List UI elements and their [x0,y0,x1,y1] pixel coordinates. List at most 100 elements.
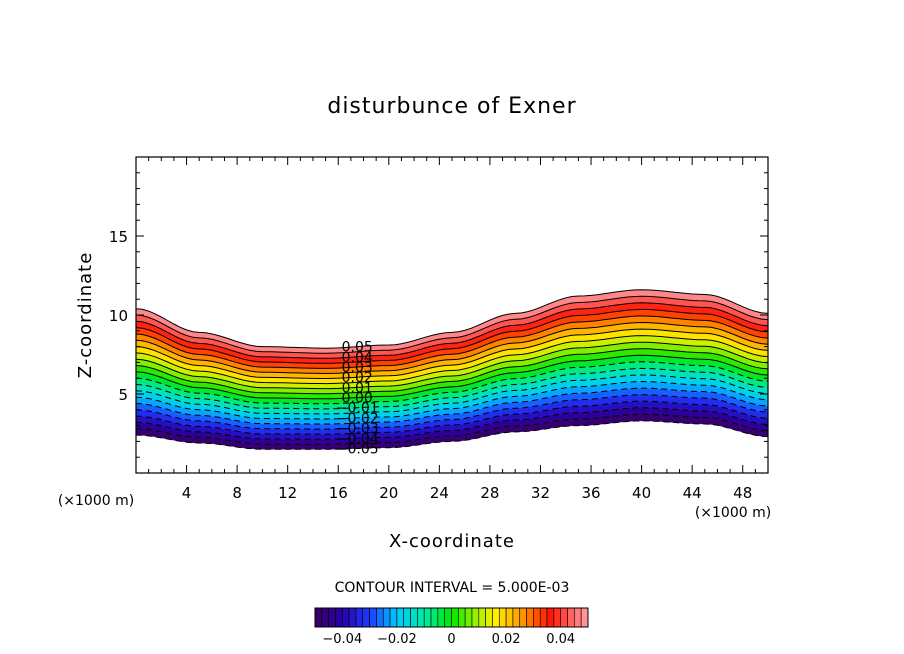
colorbar-cell [451,607,459,628]
contour-line [135,394,769,430]
y-tick-label: 5 [118,386,128,404]
contour-label: 0.00 [342,391,373,407]
contour-line [135,400,769,435]
colorbar-cell [417,607,425,628]
contour-line [135,380,769,420]
contour-labels: 0.050.040.030.020.010.00−0.01−0.02−0.03−… [336,340,379,458]
contour-line [135,348,769,395]
colorbar-cell [464,607,473,628]
colorbar-cell [348,607,357,628]
contour-line [135,302,769,359]
x-tick-label: 40 [632,484,651,502]
colorbar-cell [546,607,555,628]
colorbar-cell [423,607,432,628]
colorbar-cell [341,607,350,628]
contour-label: −0.02 [336,411,379,427]
colorbar-cell [376,607,384,628]
colorbar-cell [382,607,391,628]
colorbar-cell [512,607,521,628]
colorbar-cell [321,607,329,628]
contour-interval-text: CONTOUR INTERVAL = 5.000E-03 [335,580,570,596]
contour-label: 0.05 [342,340,373,356]
colorbar-frame [314,607,589,628]
x-tick-label: 16 [329,484,348,502]
colorbar-cell [580,607,589,628]
contour-label: 0.01 [342,380,373,396]
colorbar-cell [430,607,439,628]
colorbar-tick-label: 0.02 [492,632,521,647]
contour-label: −0.05 [336,442,379,458]
x-axis-label: X-coordinate [389,531,515,552]
colorbar: −0.04 −0.02 0 0.02 0.04 [314,607,589,647]
contour-line [135,315,769,369]
colorbar-cell [458,607,466,628]
colorbar-tick-label: 0.04 [546,632,575,647]
colorbar-cell [478,607,486,628]
colorbar-cell [574,607,582,628]
colorbar-cell [328,607,336,628]
colorbar-cell [410,607,418,628]
contour-line [135,308,769,364]
x-tick-label: 20 [379,484,398,502]
colorbar-cell [403,607,411,628]
contour-line [135,295,769,354]
colorbar-cell [539,607,548,628]
x-tick-label: 44 [683,484,702,502]
colorbar-cell [389,607,398,628]
contour-lines [135,289,769,450]
contour-label: −0.04 [336,431,379,447]
colorbar-cell [526,607,534,628]
x-tick-label: 28 [480,484,499,502]
colorbar-cell [369,607,377,628]
colorbar-cell [471,607,480,628]
colorbar-cell [492,607,500,628]
contour-line [135,407,769,440]
colorbar-cell [533,607,541,628]
contour-line [135,289,769,349]
colorbar-cell [396,607,405,628]
x-tick-label: 4 [182,484,192,502]
x-tick-label: 8 [232,484,242,502]
contour-fill-bands [135,289,769,450]
colorbar-cell [519,607,527,628]
y-axis-label: Z-coordinate [75,252,96,379]
colorbar-tick-label: 0 [447,632,455,647]
x-tick-label: 24 [430,484,449,502]
colorbar-cell [485,607,493,628]
colorbar-cell [444,607,452,628]
contour-line [135,354,769,400]
contour-label: −0.01 [336,401,379,417]
contour-label: 0.02 [342,370,373,386]
colorbar-cell [498,607,507,628]
y-tick-label: 10 [109,307,128,325]
contour-label: 0.03 [342,360,373,376]
colorbar-cell [553,607,562,628]
contour-line [135,387,769,425]
contour-line [135,367,769,410]
y-tick-label: 15 [109,228,128,246]
x-tick-label: 32 [531,484,550,502]
colorbar-tick-label: −0.02 [377,632,417,647]
colorbar-cell [335,607,343,628]
x-tick-label: 12 [278,484,297,502]
contour-line [135,335,769,385]
colorbar-cell [437,607,445,628]
x-tick-label: 36 [581,484,600,502]
chart-title: disturbunce of Exner [327,94,576,119]
colorbar-tick-label: −0.04 [322,632,362,647]
x-tick-label: 48 [733,484,752,502]
colorbar-cell [355,607,364,628]
contour-line [135,374,769,415]
colorbar-cell [314,607,323,628]
contour-label: 0.04 [342,350,373,366]
contour-line [135,341,769,390]
x-unit-label-right: (×1000 m) [695,505,771,521]
colorbar-cell [505,607,514,628]
colorbar-cell [362,607,370,628]
x-unit-label-left: (×1000 m) [58,493,134,509]
contour-line [135,361,769,405]
colorbar-cell [567,607,575,628]
contour-line [135,321,769,375]
